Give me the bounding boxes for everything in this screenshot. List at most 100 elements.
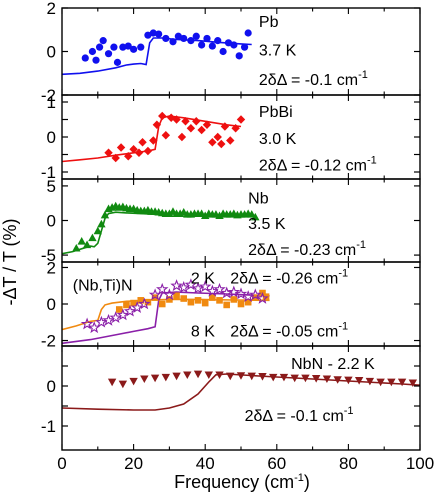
pb-point-0-14 bbox=[155, 30, 163, 38]
nbtin-point-1-17 bbox=[206, 284, 219, 297]
nbn-point-0-14 bbox=[258, 373, 267, 381]
panel-nb: 5 0 -5 Nb 3.5 K 2δΔ = -0.23 cm-1 bbox=[41, 177, 421, 265]
nbtin-point-1-5 bbox=[116, 308, 130, 321]
nbn-point-0-4 bbox=[150, 374, 160, 383]
pb-point-0-27 bbox=[230, 41, 238, 49]
pbbi-annotation-0: PbBi bbox=[259, 104, 293, 121]
pb-point-0-10 bbox=[130, 45, 138, 53]
pb-annotation-1: 3.7 K bbox=[259, 42, 297, 59]
nbn-point-0-12 bbox=[236, 372, 246, 380]
pb-point-0-22 bbox=[203, 34, 211, 43]
x-tick-label-5: 100 bbox=[406, 454, 434, 473]
nbtin-point-1-0 bbox=[80, 317, 94, 330]
nbtin-point-1-11 bbox=[163, 288, 176, 301]
pb-point-0-8 bbox=[119, 43, 127, 51]
pb-series-0 bbox=[81, 29, 252, 66]
pbbi-point-0-20 bbox=[208, 138, 217, 147]
panel-pbbi: 1 0 -1 PbBi 3.0 K 2δΔ = -0.12 cm-1 bbox=[41, 93, 421, 182]
nb-point-0-34 bbox=[201, 211, 210, 220]
nbtin-point-1-22 bbox=[241, 290, 255, 302]
pbbi-series-0 bbox=[104, 111, 246, 163]
nbn-point-0-27 bbox=[397, 378, 407, 387]
nbtin-point-1-20 bbox=[227, 285, 241, 298]
nbtin-ytick-label-0: 2 bbox=[47, 258, 56, 277]
nb-point-0-2 bbox=[82, 240, 92, 249]
pbbi-point-0-12 bbox=[166, 113, 176, 122]
pbbi-point-0-11 bbox=[161, 131, 171, 140]
nbtin-point-1-9 bbox=[148, 288, 162, 301]
nbtin-point-0-6 bbox=[158, 300, 166, 308]
nbtin-point-0-13 bbox=[209, 294, 216, 301]
pbbi-point-0-6 bbox=[138, 138, 147, 147]
nb-point-0-24 bbox=[165, 209, 174, 217]
nbtin-annotation-0: (Nb,Ti)N bbox=[73, 278, 133, 295]
nb-point-0-0 bbox=[72, 243, 81, 252]
nbtin-point-0-3 bbox=[137, 297, 145, 304]
nbn-point-0-20 bbox=[322, 375, 332, 383]
nbn-point-0-16 bbox=[279, 373, 289, 382]
nbtin-point-0-17 bbox=[237, 300, 245, 308]
nbtin-annotation-1: 2 K bbox=[191, 270, 215, 287]
pb-point-0-0 bbox=[81, 54, 89, 62]
nbtin-point-1-4 bbox=[109, 311, 123, 323]
pbbi-point-0-7 bbox=[143, 146, 153, 156]
pb-point-0-2 bbox=[92, 56, 100, 64]
nbn-point-0-28 bbox=[408, 379, 418, 387]
pbbi-point-0-10 bbox=[158, 111, 167, 121]
nbtin-point-1-1 bbox=[88, 321, 101, 334]
nbtin-point-0-11 bbox=[194, 297, 202, 304]
nbtin-point-0-9 bbox=[180, 295, 188, 302]
nbtin-point-0-14 bbox=[216, 297, 223, 304]
nbtin-point-1-10 bbox=[156, 282, 169, 295]
nbtin-point-0-10 bbox=[187, 298, 195, 306]
pbbi-point-0-26 bbox=[236, 115, 246, 124]
nbn-ytick-label-1: 0 bbox=[47, 377, 56, 396]
pbbi-ytick-label-4: -1 bbox=[41, 163, 56, 182]
nbn-point-0-25 bbox=[376, 378, 385, 387]
pbbi-point-0-9 bbox=[152, 120, 162, 129]
nbn-point-0-7 bbox=[183, 371, 192, 379]
x-tick-label-3: 60 bbox=[267, 454, 286, 473]
x-axis-label: Frequency (cm-1) bbox=[174, 472, 310, 492]
pbbi-point-0-14 bbox=[177, 132, 187, 142]
nb-annotation-0: Nb bbox=[248, 190, 269, 207]
nbn-point-0-23 bbox=[354, 377, 364, 385]
nbtin-point-0-0 bbox=[115, 306, 123, 313]
nbtin-point-1-18 bbox=[213, 282, 226, 295]
nbtin-annotation-3: 8 K bbox=[191, 323, 215, 340]
nbtin-point-1-6 bbox=[123, 304, 137, 317]
pbbi-point-0-1 bbox=[111, 153, 120, 163]
nbtin-point-1-14 bbox=[184, 278, 198, 291]
nbtin-series-1 bbox=[80, 278, 269, 334]
pb-ytick-label-1: 0 bbox=[47, 43, 56, 62]
nbtin-annotation-2: 2δΔ = -0.26 cm-1 bbox=[230, 267, 348, 287]
pb-point-0-19 bbox=[187, 37, 195, 45]
nb-point-0-4 bbox=[93, 226, 102, 235]
nb-ytick-label-1: 0 bbox=[47, 212, 56, 231]
nbn-point-0-21 bbox=[333, 376, 342, 384]
nbn-point-0-18 bbox=[301, 374, 310, 383]
pbbi-annotation-1: 3.0 K bbox=[259, 131, 297, 148]
nbn-ytick-label-3: -1 bbox=[41, 417, 56, 436]
pb-point-0-7 bbox=[113, 58, 122, 66]
pb-point-0-4 bbox=[99, 37, 107, 45]
nb-frame bbox=[61, 178, 421, 263]
pb-point-0-30 bbox=[244, 29, 252, 37]
panels: 2 0 -2 Pb 3.7 K 2δΔ = -0.1 cm-1 1 0 -1 PbBi 3.0 K 2… bbox=[41, 0, 421, 451]
nbtin-point-1-19 bbox=[220, 286, 233, 299]
pb-point-0-25 bbox=[219, 47, 227, 56]
pb-point-0-11 bbox=[137, 43, 145, 51]
nbtin-point-1-8 bbox=[138, 297, 151, 310]
pb-annotation-2: 2δΔ = -0.1 cm-1 bbox=[259, 69, 368, 89]
nbn-point-0-3 bbox=[140, 375, 149, 383]
pb-ytick-label-0: 2 bbox=[47, 0, 56, 18]
pb-point-0-16 bbox=[169, 38, 177, 46]
pb-frame bbox=[61, 7, 421, 96]
pb-point-0-20 bbox=[192, 32, 200, 40]
nbtin-point-1-7 bbox=[130, 301, 144, 313]
pbbi-point-0-18 bbox=[197, 125, 206, 135]
nb-series-0 bbox=[72, 201, 260, 252]
pb-point-0-6 bbox=[110, 43, 118, 51]
nbtin-point-1-24 bbox=[256, 291, 269, 304]
panel-nbtin: 2 0 -2 (Nb,Ti)N 2 K 2δΔ = -0.26 cm-1 8 K 2δΔ = … bbox=[41, 258, 421, 351]
